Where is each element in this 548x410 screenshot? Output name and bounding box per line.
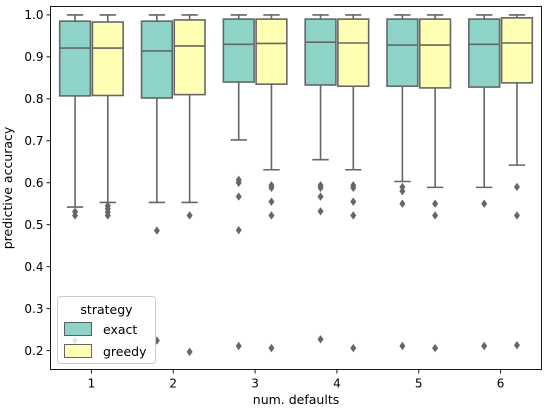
box-greedy-1: [91, 14, 124, 220]
x-tick-label: 3: [251, 377, 259, 391]
box-iqr: [304, 18, 337, 86]
legend-label-exact: exact: [103, 322, 137, 337]
box-exact-2: [140, 14, 174, 345]
y-tick-label: 0.7: [24, 134, 43, 148]
y-tick-label: 0.4: [24, 260, 43, 274]
outlier-point: [317, 335, 324, 344]
plot-area-frame: [50, 6, 542, 370]
outlier-point: [268, 197, 275, 206]
box-exact-6: [468, 14, 501, 351]
box-iqr: [91, 21, 124, 97]
box-iqr: [140, 20, 174, 99]
outlier-point: [235, 192, 242, 201]
box-exact-5: [386, 14, 419, 351]
outlier-point: [268, 343, 275, 353]
box-greedy-5: [418, 14, 452, 353]
outlier-point: [104, 211, 111, 220]
box-iqr: [337, 18, 370, 88]
legend-label-greedy: greedy: [103, 344, 147, 359]
outlier-point: [399, 341, 406, 351]
legend-swatch-exact: [64, 322, 92, 336]
outlier-point: [317, 192, 324, 201]
outlier-point: [481, 341, 488, 351]
box-iqr: [255, 18, 288, 85]
box-greedy-4: [337, 14, 370, 353]
outlier-point: [317, 183, 324, 192]
box-iqr: [418, 18, 452, 89]
outlier-point: [153, 226, 160, 235]
outlier-point: [432, 199, 439, 208]
outlier-point: [235, 178, 242, 187]
x-axis-label: num. defaults: [253, 392, 339, 407]
outlier-point: [350, 211, 357, 220]
y-axis-label: predictive accuracy: [0, 126, 15, 249]
x-tick-label: 2: [169, 377, 177, 391]
box-exact-3: [222, 14, 255, 351]
outlier-point: [432, 343, 439, 353]
outlier-point: [350, 183, 357, 192]
boxes-layer: [58, 14, 534, 357]
box-exact-4: [304, 14, 337, 344]
box-iqr: [500, 17, 534, 84]
box-greedy-3: [255, 14, 288, 353]
outlier-point: [235, 225, 242, 235]
outlier-point: [513, 340, 520, 350]
legend-title: strategy: [80, 302, 133, 317]
outlier-point: [186, 347, 193, 357]
outlier-point: [399, 199, 406, 208]
box-greedy-6: [500, 14, 534, 350]
x-tick-label: 5: [415, 377, 423, 391]
x-tick-label: 1: [88, 377, 96, 391]
y-tick-label: 0.2: [24, 344, 43, 358]
legend-swatch-greedy: [64, 344, 92, 358]
y-axis: 0.2 0.3 0.4 0.5 0.6 0.7 0.8 0.9 1.0: [24, 8, 51, 358]
outlier-point: [350, 197, 357, 206]
box-iqr: [386, 18, 419, 88]
y-tick-label: 0.3: [24, 302, 43, 316]
outlier-point: [235, 341, 242, 351]
y-tick-label: 0.6: [24, 176, 43, 190]
outlier-point: [268, 211, 275, 220]
outlier-point: [432, 211, 439, 220]
box-greedy-2: [173, 14, 206, 357]
outlier-point: [350, 343, 357, 353]
y-tick-label: 0.9: [24, 50, 43, 64]
box-iqr: [222, 18, 255, 83]
outlier-point: [317, 207, 324, 216]
outlier-point: [72, 211, 79, 220]
outlier-point: [186, 211, 193, 220]
outlier-point: [399, 186, 406, 196]
box-iqr: [58, 20, 92, 97]
y-tick-label: 0.8: [24, 92, 43, 106]
x-tick-label: 4: [333, 377, 341, 391]
y-tick-label: 0.5: [24, 218, 43, 232]
x-tick-label: 6: [497, 377, 505, 391]
y-tick-label: 1.0: [24, 8, 43, 22]
outlier-point: [513, 182, 520, 192]
outlier-point: [513, 211, 520, 220]
x-axis: 1 2 3 4 5 6: [88, 369, 505, 391]
box-exact-1: [58, 14, 92, 345]
box-iqr: [468, 18, 501, 88]
outlier-point: [481, 199, 488, 208]
box-iqr: [173, 19, 206, 96]
outlier-point: [268, 183, 275, 192]
legend: strategy exact greedy: [57, 296, 156, 364]
